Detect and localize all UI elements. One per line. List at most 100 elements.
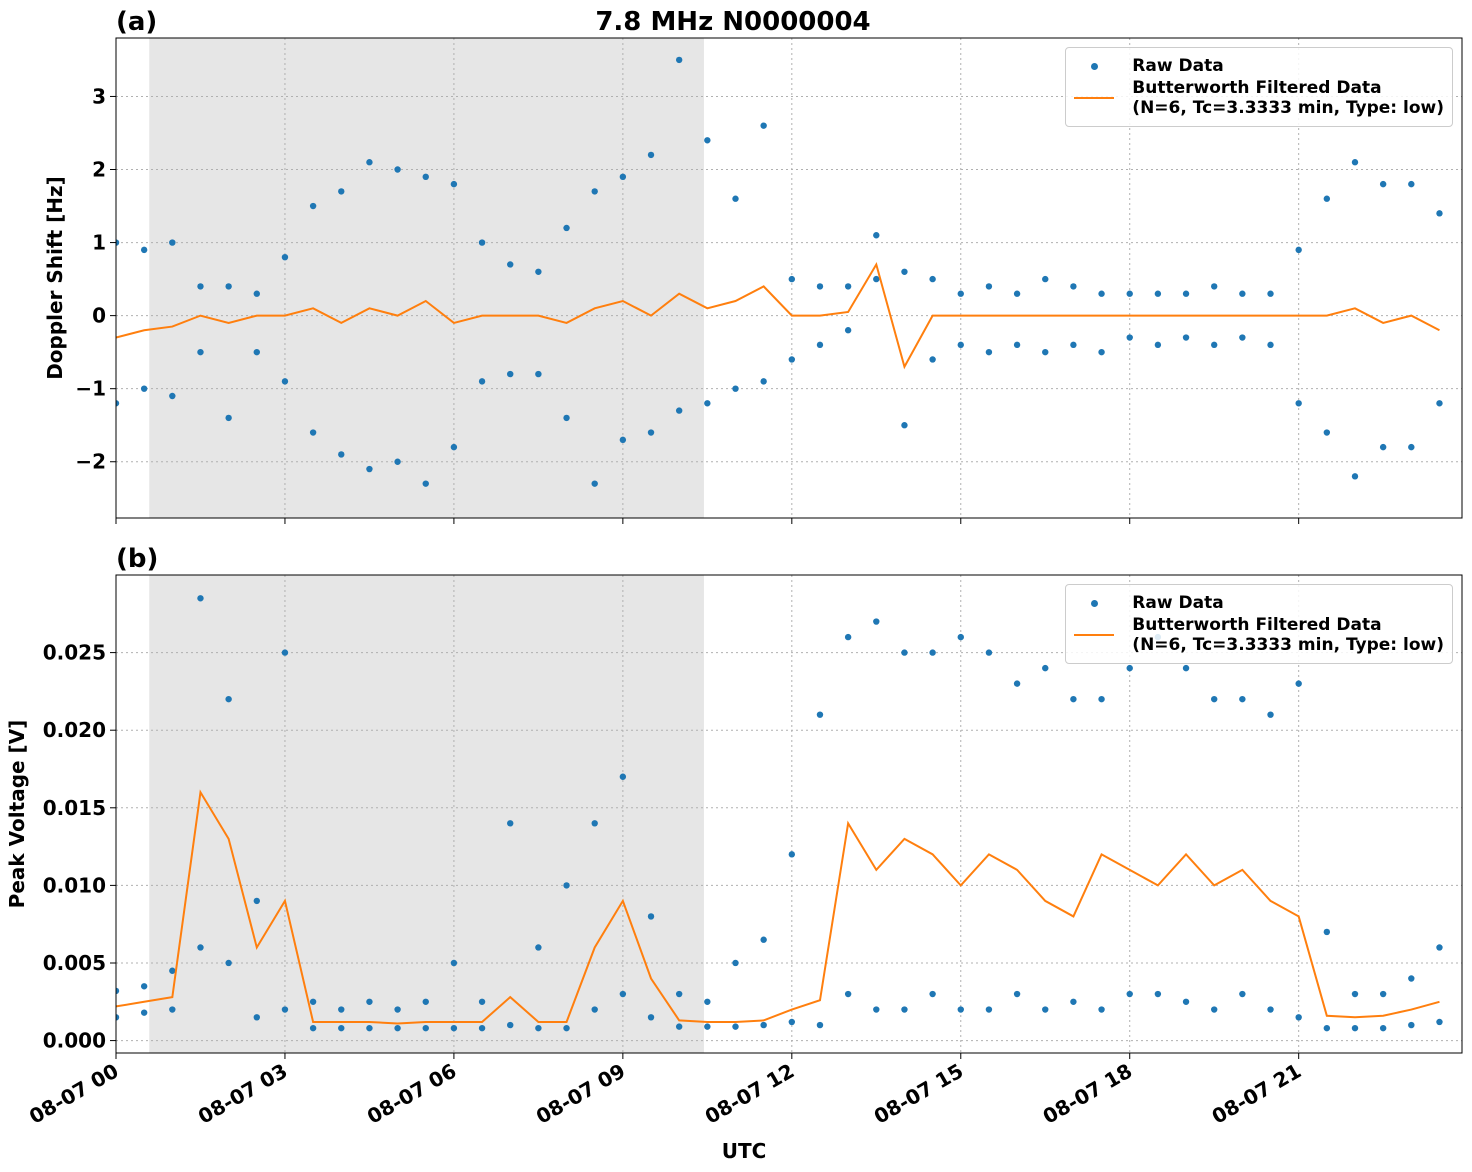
raw-point [338, 188, 345, 195]
raw-point [1013, 290, 1021, 297]
raw-point [1070, 341, 1077, 349]
raw-point [1182, 334, 1190, 341]
raw-point [197, 283, 204, 290]
raw-point [535, 370, 542, 378]
raw-point [1239, 334, 1246, 341]
y-axis-label: Doppler Shift [Hz] [43, 176, 67, 380]
raw-point [1239, 290, 1246, 297]
raw-point [760, 378, 767, 385]
raw-point [116, 400, 120, 407]
raw-point [647, 1014, 655, 1021]
y-tick-label: 0.015 [43, 796, 106, 820]
raw-point [1295, 680, 1302, 687]
raw-point [619, 773, 627, 780]
raw-point [1211, 695, 1218, 703]
filtered-line [116, 261, 1440, 370]
raw-point [225, 695, 232, 703]
raw-point [535, 1024, 542, 1032]
axes-frame [115, 37, 1463, 519]
raw-point [929, 275, 936, 283]
raw-point [816, 711, 824, 718]
y-tick-label: 0.010 [43, 873, 106, 897]
raw-point [1267, 290, 1274, 297]
raw-point [116, 239, 120, 246]
raw-point [591, 188, 598, 195]
panel-label: (b) [116, 544, 158, 574]
raw-point [1211, 341, 1218, 349]
raw-point [563, 414, 570, 422]
raw-point [281, 253, 289, 261]
raw-point [1436, 1018, 1443, 1026]
shaded-span [149, 575, 704, 1053]
legend-key [1074, 593, 1114, 613]
legend-label: Butterworth Filtered Data (N=6, Tc=3.333… [1132, 78, 1444, 118]
raw-point [1098, 1006, 1105, 1013]
raw-point [507, 261, 514, 268]
raw-point [507, 820, 514, 827]
raw-point [478, 378, 486, 385]
y-tick-label: 3 [92, 84, 106, 108]
raw-point [1126, 664, 1133, 672]
raw-point [1379, 180, 1387, 188]
legend-entry: Raw Data [1074, 593, 1444, 613]
raw-point [563, 224, 570, 232]
raw-point [1408, 975, 1415, 982]
raw-point [1098, 348, 1105, 356]
y-tick-label: 2 [92, 158, 106, 182]
raw-point [844, 990, 852, 998]
raw-point [844, 283, 852, 290]
raw-point [873, 618, 880, 625]
raw-point [929, 649, 936, 656]
raw-point [1239, 695, 1246, 703]
raw-point [732, 385, 739, 392]
raw-point [788, 851, 796, 858]
raw-point [225, 414, 232, 422]
y-tick-label: −1 [75, 377, 106, 401]
y-tick-label: −2 [75, 450, 106, 474]
raw-point [169, 1006, 176, 1013]
raw-point [450, 1024, 458, 1032]
y-tick-label: 0.005 [43, 951, 106, 975]
raw-point [788, 275, 796, 283]
raw-point [647, 429, 655, 436]
raw-point [1154, 290, 1162, 297]
raw-point [1098, 290, 1105, 297]
y-tick-label: 0.020 [43, 718, 106, 742]
raw-point [1042, 275, 1049, 283]
legend-entry: Raw Data [1074, 56, 1444, 76]
raw-point [1013, 341, 1021, 349]
raw-point [1267, 711, 1274, 718]
chart-title: 7.8 MHz N0000004 [595, 7, 870, 37]
raw-point [197, 595, 204, 602]
raw-point [225, 283, 232, 290]
raw-point [478, 239, 486, 246]
raw-point [253, 897, 260, 905]
x-tick-label: 08-07 21 [1208, 1059, 1306, 1129]
raw-point [844, 633, 852, 641]
raw-point [169, 967, 176, 974]
raw-point [1182, 664, 1190, 672]
raw-point [760, 936, 767, 943]
raw-point [1154, 341, 1162, 349]
legend: Raw Data Butterworth Filtered Data (N=6, … [1065, 584, 1453, 664]
raw-point [647, 151, 655, 159]
raw-point [704, 400, 711, 407]
raw-point [563, 1024, 570, 1032]
y-tick-label: 0 [92, 304, 106, 328]
raw-point [366, 465, 373, 473]
raw-point [422, 1024, 429, 1032]
raw-point [844, 327, 852, 334]
raw-point [1182, 998, 1190, 1005]
raw-point [140, 1009, 148, 1016]
raw-point [394, 166, 401, 173]
raw-point [929, 990, 936, 998]
raw-point [225, 959, 232, 967]
raw-point [507, 1021, 514, 1029]
raw-point [873, 232, 880, 239]
raw-point [1070, 695, 1077, 703]
legend-marker [1091, 600, 1099, 607]
raw-point [366, 159, 373, 166]
raw-point [1408, 1021, 1415, 1029]
raw-point [1379, 443, 1387, 451]
